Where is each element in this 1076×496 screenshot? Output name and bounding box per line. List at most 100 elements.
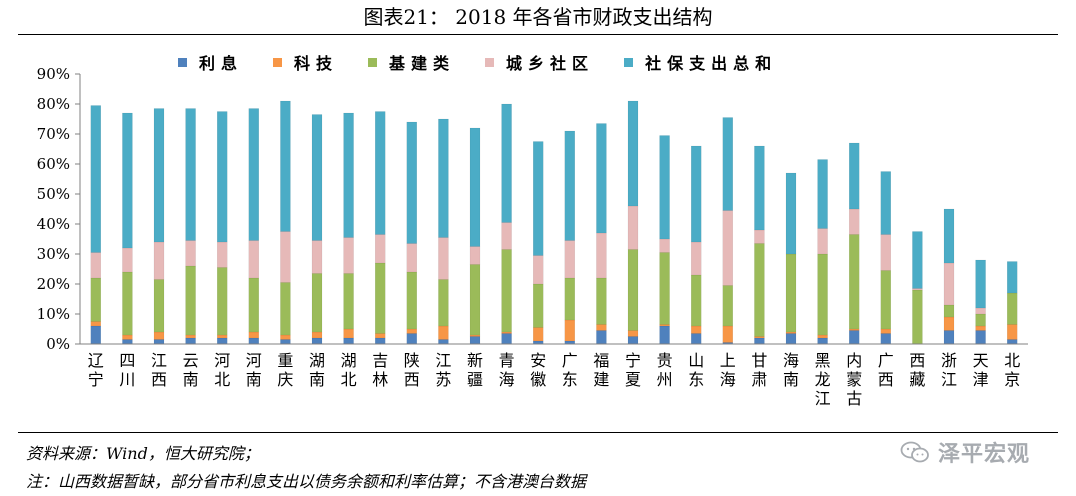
bar-segment <box>438 237 449 280</box>
x-tick-label: 江 <box>941 370 957 389</box>
bar-segment <box>90 325 102 345</box>
bar-segment <box>375 337 386 345</box>
y-tick-label: 40% <box>37 215 70 233</box>
x-tick-label: 海 <box>720 370 736 389</box>
x-tick-label: 东 <box>562 370 578 389</box>
x-tick-label: 蒙 <box>846 370 862 389</box>
bar-segment <box>880 328 891 334</box>
x-tick-label: 浙 <box>941 351 957 370</box>
bar-segment <box>627 249 639 331</box>
bar-segment <box>817 337 828 345</box>
bar-segment <box>564 240 575 279</box>
source-note: 资料来源：Wind，恒大研究院； <box>26 444 260 463</box>
x-tick-label: 贵 <box>657 351 673 370</box>
legend-label-interest: 利息 <box>199 54 244 73</box>
watermark: 泽平宏观 <box>900 436 1030 468</box>
bar-segment <box>1007 324 1018 340</box>
bar-segment <box>153 279 165 333</box>
bar-segment <box>943 208 955 264</box>
legend-item-urban-rural: 城乡社区 <box>485 52 594 73</box>
bar-segment <box>880 234 891 271</box>
y-tick-label: 30% <box>37 245 70 263</box>
bar-segment <box>280 339 291 345</box>
bar-segment <box>122 271 133 336</box>
bar-segment <box>722 325 733 343</box>
legend-swatch-interest <box>178 57 187 67</box>
bar-segment <box>375 111 386 235</box>
footer-divider <box>18 432 1058 433</box>
bar-segment <box>406 243 417 273</box>
bar-segment <box>248 331 260 339</box>
x-tick-label: 南 <box>309 370 325 389</box>
bar-segment <box>533 141 544 256</box>
bar-segment <box>280 334 291 340</box>
bar-segment <box>722 117 733 211</box>
bar-segment <box>311 273 323 333</box>
bar-segment <box>627 205 639 250</box>
bar-segment <box>185 334 196 339</box>
y-tick-label: 0% <box>46 335 70 353</box>
x-tick-label: 津 <box>973 370 989 389</box>
bar-segment <box>122 247 133 273</box>
bar-segment <box>880 333 891 345</box>
x-tick-label: 海 <box>783 351 799 370</box>
x-tick-label: 重 <box>277 351 293 370</box>
bar-segment <box>406 328 417 334</box>
bar-segment <box>216 334 228 339</box>
bar-segment <box>438 325 449 340</box>
bar-segment <box>912 288 923 291</box>
bar-segment <box>153 331 165 340</box>
y-tick-label: 80% <box>37 95 70 113</box>
bar-segment <box>596 277 607 325</box>
bar-segment <box>754 336 765 339</box>
bar-segment <box>90 277 102 322</box>
bar-segment <box>280 282 291 336</box>
bar-segment <box>849 208 860 235</box>
bar-segment <box>153 108 165 243</box>
x-tick-label: 陕 <box>404 351 420 370</box>
legend-label-social-security: 社保支出总和 <box>645 54 778 73</box>
bar-segment <box>406 121 417 244</box>
bar-segment <box>153 339 165 345</box>
x-tick-label: 新 <box>467 351 483 370</box>
x-tick-label: 西 <box>404 370 420 389</box>
bar-segment <box>659 252 670 325</box>
bar-segment <box>311 114 323 241</box>
bar-segment <box>469 246 481 265</box>
bar-segment <box>533 327 544 342</box>
bar-segment <box>469 264 481 336</box>
x-tick-label: 江 <box>151 351 167 370</box>
x-tick-label: 南 <box>783 370 799 389</box>
bar-segment <box>501 331 512 334</box>
chart-title: 图表21： 2018 年各省市财政支出结构 <box>363 5 713 29</box>
bar-segment <box>691 333 702 345</box>
x-tick-label: 古 <box>846 389 862 408</box>
bar-segment <box>722 285 733 327</box>
legend-label-tech: 科技 <box>294 54 339 73</box>
bar-segment <box>754 145 765 231</box>
bar-segment <box>564 277 575 321</box>
bar-segment <box>659 324 670 327</box>
bar-segment <box>627 336 639 345</box>
bar-segment <box>122 339 133 345</box>
bar-segment <box>90 252 102 279</box>
x-tick-label: 西 <box>878 370 894 389</box>
x-tick-label: 川 <box>119 370 135 389</box>
legend-label-infrastructure: 基建类 <box>389 54 456 73</box>
x-tick-label: 林 <box>372 370 388 389</box>
bar-segment <box>817 253 828 336</box>
bar-segment <box>469 127 481 247</box>
x-tick-label: 云 <box>183 351 199 370</box>
x-tick-label: 徽 <box>530 370 546 389</box>
bar-segment <box>216 241 228 268</box>
x-tick-label: 夏 <box>625 370 641 389</box>
bar-segment <box>122 112 133 249</box>
y-tick-label: 20% <box>37 275 70 293</box>
bar-segment <box>438 279 449 327</box>
bar-segment <box>596 232 607 279</box>
bar-segment <box>943 330 955 345</box>
bar-segment <box>975 259 986 309</box>
bar-segment <box>185 265 196 336</box>
bar-segment <box>311 331 323 339</box>
x-tick-label: 海 <box>499 370 515 389</box>
